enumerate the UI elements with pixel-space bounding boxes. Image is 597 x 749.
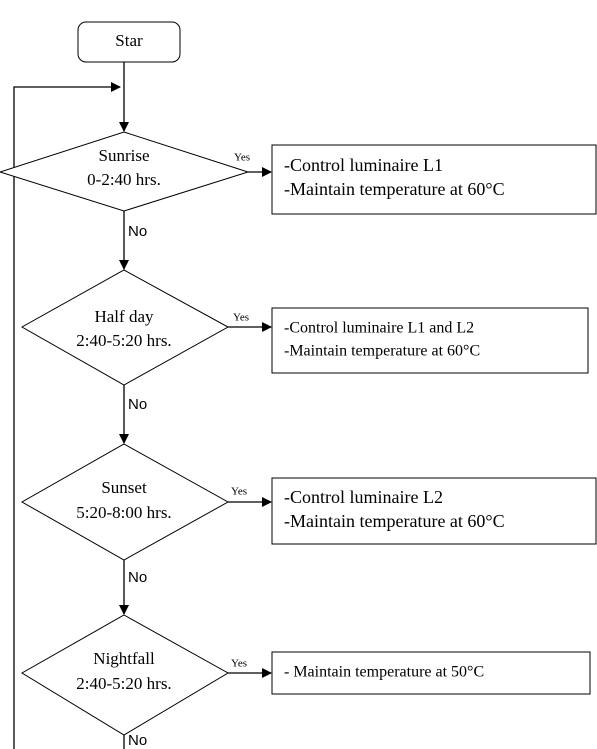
decision bbox=[20, 443, 230, 561]
start-node bbox=[77, 21, 181, 63]
no-label: No bbox=[128, 396, 147, 413]
start-label: Star bbox=[115, 31, 143, 50]
yes-label: Yes bbox=[234, 152, 250, 164]
action-label: -Control luminaire L2 bbox=[284, 487, 443, 507]
decision-label: Sunset bbox=[101, 478, 147, 497]
action-label: -Control luminaire L1 bbox=[284, 155, 443, 175]
action-label: -Maintain temperature at 60°C bbox=[284, 179, 505, 199]
decision-label: 2:40-5:20 hrs. bbox=[76, 331, 171, 350]
no-label: No bbox=[128, 569, 147, 586]
yes-label: Yes bbox=[231, 486, 247, 498]
action-box bbox=[271, 307, 589, 374]
yes-label: Yes bbox=[231, 658, 247, 670]
loop-line bbox=[13, 82, 121, 749]
action-label: -Maintain temperature at 60°C bbox=[284, 343, 480, 360]
no-label: No bbox=[128, 223, 147, 240]
decision-label: Half day bbox=[94, 307, 154, 326]
decision bbox=[20, 269, 230, 386]
decision-label: Nightfall bbox=[93, 649, 155, 668]
decision-label: 0-2:40 hrs. bbox=[87, 170, 161, 189]
action-box bbox=[271, 477, 597, 545]
decision-label: 2:40-5:20 hrs. bbox=[76, 674, 171, 693]
action-label: -Control luminaire L1 and L2 bbox=[284, 320, 474, 337]
no-label: No bbox=[128, 732, 147, 749]
yes-label: Yes bbox=[233, 312, 249, 324]
action-label: - Maintain temperature at 50°C bbox=[284, 664, 484, 681]
decision bbox=[21, 614, 230, 736]
decision-label: Sunrise bbox=[99, 146, 150, 165]
action-box bbox=[271, 651, 591, 695]
action-label: -Maintain temperature at 60°C bbox=[284, 511, 505, 531]
action-box bbox=[271, 144, 597, 215]
decision bbox=[0, 131, 250, 212]
decision-label: 5:20-8:00 hrs. bbox=[76, 503, 171, 522]
